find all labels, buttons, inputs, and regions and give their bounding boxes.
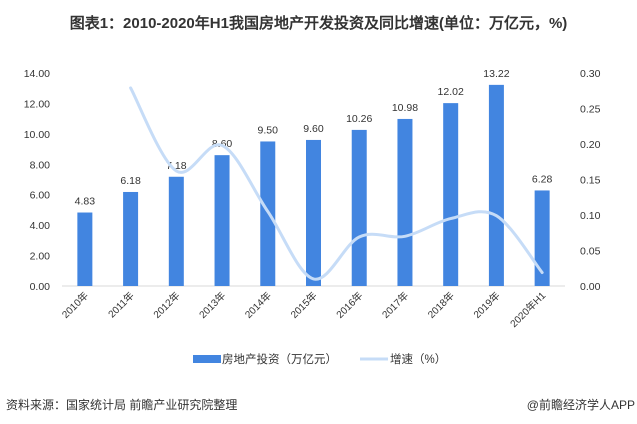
y-right-tick-label: 0.25 — [580, 104, 601, 116]
bar — [534, 190, 550, 286]
x-tick-label: 2020年H1 — [507, 289, 548, 330]
bar — [443, 103, 459, 286]
legend-bar-label: 房地产投资（万亿元） — [222, 352, 337, 366]
chart-title: 图表1：2010-2020年H1我国房地产开发投资及同比增速(单位：万亿元，%) — [69, 15, 568, 32]
x-tick-label: 2010年 — [59, 289, 91, 321]
legend-line-label: 增速（%） — [390, 352, 446, 366]
bar-data-label: 9.50 — [258, 124, 279, 136]
y-left-tick-label: 10.00 — [24, 129, 50, 141]
x-tick-label: 2012年 — [150, 289, 182, 321]
credit-note: @前瞻经济学人APP — [526, 398, 635, 412]
bar-data-label: 10.98 — [392, 102, 418, 114]
y-right-tick-label: 0.15 — [580, 175, 601, 187]
bar-data-label: 10.26 — [346, 113, 372, 125]
y-right-tick-label: 0.20 — [580, 139, 601, 151]
x-tick-label: 2018年 — [425, 289, 457, 321]
y-right-tick-label: 0.00 — [580, 281, 601, 293]
y-left-tick-label: 0.00 — [30, 281, 51, 293]
bar-data-label: 6.18 — [120, 175, 141, 187]
y-left-tick-label: 8.00 — [30, 159, 51, 171]
bar — [351, 129, 367, 286]
bar-data-label: 9.60 — [303, 123, 324, 135]
y-left-tick-label: 14.00 — [24, 68, 50, 80]
x-tick-label: 2015年 — [288, 289, 320, 321]
growth-line — [129, 86, 544, 281]
bar — [214, 155, 230, 286]
bar — [168, 176, 184, 286]
chart-svg: 0.00 2.00 4.00 6.00 8.00 10.00 12.00 14.00 0.00 0… — [24, 68, 601, 366]
y-left-tick-label: 12.00 — [24, 98, 50, 110]
y-right-tick-label: 0.10 — [580, 210, 601, 222]
x-tick-label: 2016年 — [333, 289, 365, 321]
bar-data-label: 7.18 — [166, 160, 187, 172]
bar-data-label: 6.28 — [532, 173, 553, 185]
y-left-tick-label: 6.00 — [30, 190, 51, 202]
x-tick-label: 2011年 — [105, 289, 136, 320]
x-tick-label: 2017年 — [379, 289, 411, 321]
bar — [123, 191, 139, 286]
bar-data-label: 12.02 — [438, 86, 464, 98]
y-left-tick-label: 4.00 — [30, 220, 51, 232]
source-note: 资料来源：国家统计局 前瞻产业研究院整理 — [6, 398, 238, 412]
bar — [306, 139, 321, 286]
y-right-tick-label: 0.05 — [580, 246, 601, 258]
bar — [488, 84, 504, 286]
y-right-tick-label: 0.30 — [580, 68, 601, 80]
x-tick-label: 2019年 — [471, 289, 503, 321]
x-tick-label: 2014年 — [242, 289, 274, 321]
bar-data-label: 4.83 — [75, 196, 96, 208]
bar-data-label: 13.22 — [483, 68, 509, 80]
x-tick-label: 2013年 — [196, 289, 228, 321]
bar — [77, 212, 93, 286]
y-left-tick-label: 2.00 — [30, 251, 51, 263]
legend-bar-swatch — [193, 355, 221, 363]
bar — [397, 118, 413, 286]
